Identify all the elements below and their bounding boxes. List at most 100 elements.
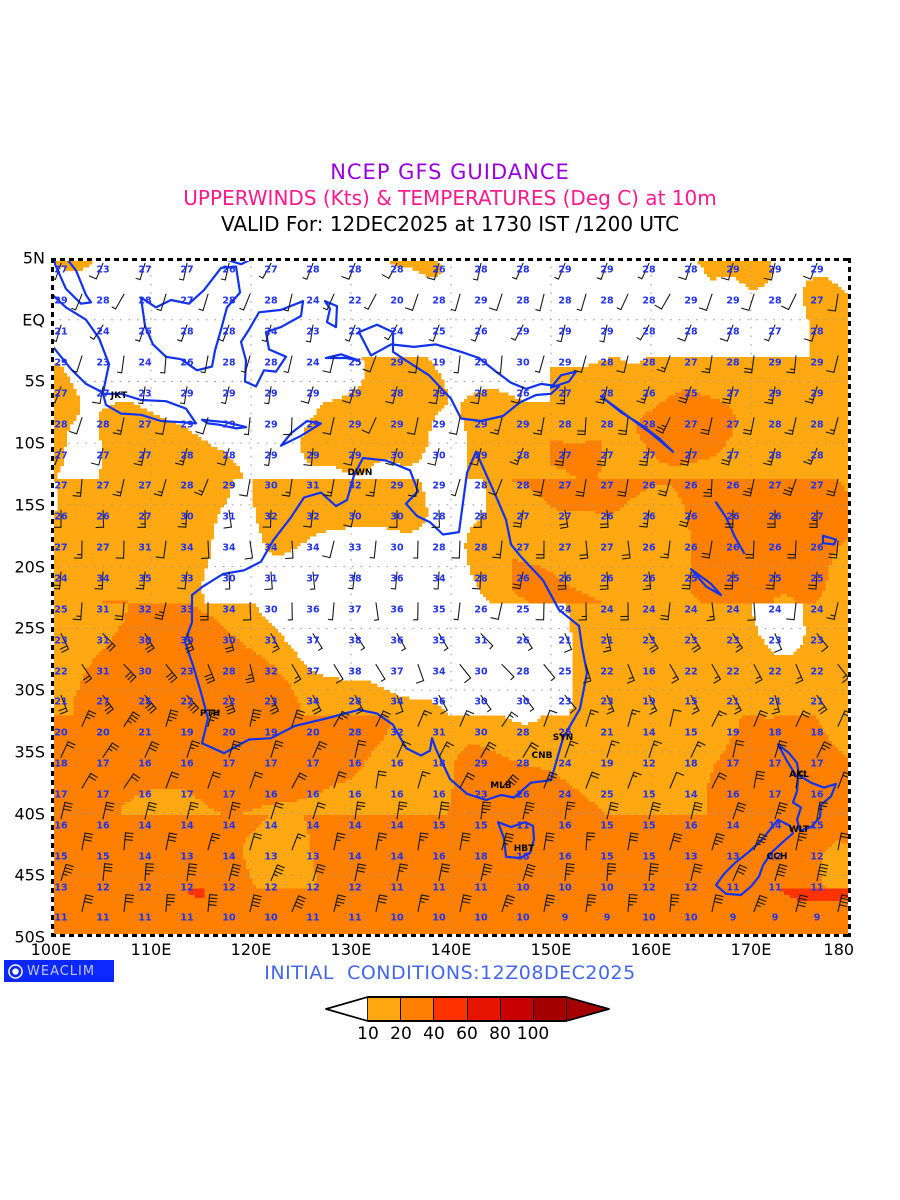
- temperature-value: 14: [684, 789, 698, 801]
- temperature-value: 34: [222, 542, 236, 554]
- temperature-value: 16: [390, 789, 404, 801]
- temperature-value: 28: [516, 295, 530, 307]
- colorbar-top-rule: [368, 996, 566, 998]
- temperature-value: 27: [516, 511, 530, 523]
- temperature-value: 29: [432, 388, 446, 400]
- temperature-value: 28: [768, 295, 782, 307]
- temperature-value: 28: [600, 388, 614, 400]
- y-axis-tick-EQ: EQ: [22, 310, 45, 330]
- temperature-value: 22: [54, 666, 68, 678]
- temperature-value: 23: [558, 696, 572, 708]
- temperature-value: 26: [810, 542, 824, 554]
- temperature-value: 9: [561, 912, 569, 924]
- temperature-value: 27: [810, 295, 824, 307]
- x-axis-tick-160E: 160E: [630, 940, 672, 959]
- temperature-value: 27: [558, 388, 572, 400]
- temperature-value: 11: [96, 912, 110, 924]
- temperature-value: 26: [96, 511, 110, 523]
- temperature-value: 34: [180, 542, 194, 554]
- temperature-value: 28: [474, 264, 488, 276]
- temperature-value: 24: [726, 604, 740, 616]
- temperature-value: 12: [138, 882, 152, 894]
- temperature-value: 26: [138, 326, 152, 338]
- temperature-value: 27: [96, 388, 110, 400]
- colorbar-swatch-100: [533, 996, 567, 1022]
- temperature-value: 17: [810, 758, 824, 770]
- temperature-value: 31: [96, 604, 110, 616]
- temperature-value: 29: [768, 264, 782, 276]
- temperature-value: 9: [729, 912, 737, 924]
- temperature-value: 26: [642, 388, 656, 400]
- city-label-jkt: JKT: [110, 391, 128, 402]
- temperature-value: 12: [96, 882, 110, 894]
- chart-title-block: NCEP GFS GUIDANCE UPPERWINDS (Kts) & TEM…: [0, 160, 900, 237]
- temperature-value: 21: [138, 727, 152, 739]
- left-tick-rail: [51, 258, 54, 937]
- temperature-value: 28: [516, 666, 530, 678]
- temperature-value: 34: [96, 573, 110, 585]
- colorbar-bottom-rule: [368, 1020, 566, 1022]
- temperature-value: 25: [558, 727, 572, 739]
- temperature-value: 36: [390, 573, 404, 585]
- temperature-value: 36: [390, 604, 404, 616]
- temperature-value: 30: [474, 727, 488, 739]
- temperature-value: 37: [348, 604, 362, 616]
- temperature-value: 32: [306, 511, 320, 523]
- temperature-value: 28: [600, 419, 614, 431]
- temperature-value: 32: [348, 480, 362, 492]
- city-label-cch: CCH: [766, 851, 788, 862]
- temperature-value: 15: [642, 851, 656, 863]
- temperature-value: 22: [726, 666, 740, 678]
- temperature-value: 34: [306, 542, 320, 554]
- temperature-value: 24: [768, 604, 782, 616]
- temperature-value: 28: [684, 264, 698, 276]
- city-label-cnb: CNB: [531, 750, 553, 761]
- temperature-value: 19: [726, 727, 740, 739]
- temperature-value: 26: [768, 542, 782, 554]
- lat-lon-gridlines: [51, 258, 851, 937]
- temperature-value: 32: [264, 511, 278, 523]
- temperature-value: 28: [432, 511, 446, 523]
- temperature-value: 28: [642, 357, 656, 369]
- temperature-value: 13: [684, 851, 698, 863]
- temperature-value: 32: [138, 604, 152, 616]
- temperature-value: 26: [684, 480, 698, 492]
- temperature-value: 25: [516, 604, 530, 616]
- temperature-value: 25: [768, 573, 782, 585]
- temperature-value: 26: [222, 264, 236, 276]
- temperature-value: 20: [306, 727, 320, 739]
- temperature-value: 25: [558, 666, 572, 678]
- y-axis-tick-20S: 20S: [14, 557, 45, 577]
- temperature-value: 23: [306, 326, 320, 338]
- temperature-value: 17: [222, 758, 236, 770]
- temperature-value: 27: [138, 419, 152, 431]
- temperature-value: 22: [684, 666, 698, 678]
- temperature-value: 13: [726, 851, 740, 863]
- temperature-value: 15: [810, 820, 824, 832]
- temperature-value: 26: [642, 542, 656, 554]
- temperature-value: 15: [642, 789, 656, 801]
- temperature-value: 29: [306, 419, 320, 431]
- temperature-value: 29: [474, 419, 488, 431]
- temperature-value: 23: [96, 264, 110, 276]
- temperature-value: 28: [558, 419, 572, 431]
- temperature-value: 17: [96, 789, 110, 801]
- temperature-value: 31: [96, 635, 110, 647]
- temperature-value: 11: [726, 882, 740, 894]
- temperature-value: 28: [810, 326, 824, 338]
- temperature-value: 10: [684, 912, 698, 924]
- temperature-value: 30: [264, 480, 278, 492]
- temperature-value: 31: [264, 573, 278, 585]
- temperature-value: 23: [264, 696, 278, 708]
- temperature-value: 28: [516, 758, 530, 770]
- temperature-value: 29: [264, 450, 278, 462]
- temperature-value: 14: [348, 820, 362, 832]
- colorbar-label-80: 80: [489, 1024, 511, 1044]
- temperature-value: 17: [264, 758, 278, 770]
- temperature-value: 28: [222, 295, 236, 307]
- y-axis-tick-50S: 50S: [14, 927, 45, 947]
- temperature-value: 16: [138, 758, 152, 770]
- temperature-value: 21: [600, 727, 614, 739]
- temperature-value: 10: [558, 882, 572, 894]
- temperature-value: 27: [54, 480, 68, 492]
